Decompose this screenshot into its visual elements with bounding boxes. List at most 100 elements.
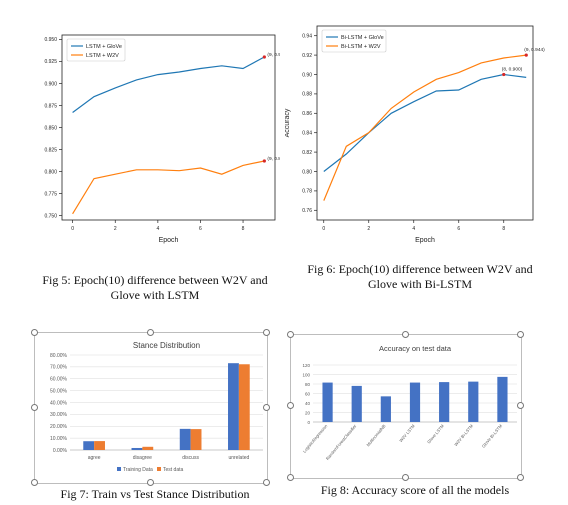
annotation-point [263,55,266,58]
fig5-caption: Fig 5: Epoch(10) difference between W2V … [30,273,280,303]
legend-label: Training Data [123,467,153,473]
y-tick-label: 50.00% [50,388,68,394]
x-tick-label: 0 [71,226,74,232]
y-tick-label: 120 [302,363,310,368]
bar [142,447,153,450]
fig5-caption-line2: Glove with LSTM [30,288,280,303]
category-label: GloVe Bi-LSTM [481,423,504,449]
chart-title: Stance Distribution [133,341,200,350]
x-tick-label: 4 [412,226,415,232]
x-tick-label: 8 [502,226,505,232]
y-tick-label: 0.900 [44,81,57,87]
y-tick-label: 0.850 [44,125,57,131]
y-tick-label: 0.92 [302,53,312,59]
fig5-chart-panel: 0 2 4 6 8 0.750 0.775 0.800 0.825 0.850 0.875 0.900… [40,25,280,265]
annotation-label: (9, 0.94) [267,52,280,58]
category-label: LogisticRegression [302,423,329,454]
y-tick-label: 80.00% [50,353,68,359]
fig8-bar-chart: Accuracy on test data 0 20 40 60 80 100 120 Logi… [291,335,521,478]
y-tick-label: 0.925 [44,59,57,65]
x-tick-label: 4 [156,226,159,232]
legend-swatch [117,467,121,471]
y-tick-label: 0.88 [302,92,312,98]
y-axis-label: Accuracy [285,108,291,137]
bar [352,386,362,422]
y-tick-label: 10.00% [50,436,68,442]
y-tick-label: 30.00% [50,412,68,418]
category-label: W2V Bi-LSTM [453,423,474,447]
fig5-caption-line1: Fig 5: Epoch(10) difference between W2V … [30,273,280,288]
category-label: disagree [133,455,152,461]
bar [94,441,105,450]
bar [132,448,143,450]
x-tick-label: 6 [199,226,202,232]
category-label: MultinomialNB [365,423,386,447]
category-label: W2V LSTM [398,423,416,443]
category-label: RandomForestClassifier [325,423,358,461]
y-tick-label: 0.825 [44,147,57,153]
y-tick-label: 0.80 [302,169,312,175]
bar [180,429,191,450]
y-tick-label: 0.775 [44,191,57,197]
annotation-point [263,159,266,162]
fig8-chart-panel: Accuracy on test data 0 20 40 60 80 100 120 Logi… [291,335,521,478]
y-tick-label: 20 [305,410,311,415]
fig6-caption-line2: Glove with Bi-LSTM [290,277,550,292]
y-tick-label: 0.90 [302,72,312,78]
legend-label: Test data [163,467,184,473]
bar [410,383,420,422]
series-line-2 [73,161,265,214]
fig6-line-chart: 0 2 4 6 8 0.76 0.78 0.80 0.82 0.84 0.86 0.88 0.90 0.9… [285,20,545,255]
fig7-bar-chart: Stance Distribution 0.00% 10.00% 20.00% 30.0… [35,333,267,483]
y-tick-label: 0.950 [44,37,57,43]
plot-frame [62,35,275,220]
fig6-caption: Fig 6: Epoch(10) difference between W2V … [290,262,550,292]
category-label: Glove LSTM [426,423,445,444]
legend-label: LSTM + GloVe [86,44,122,50]
fig8-caption-line1: Fig 8: Accuracy score of all the models [295,483,535,498]
annotation-label: (8, 0.900) [502,67,523,73]
bar [239,364,250,450]
y-tick-label: 100 [302,372,310,377]
bar [322,383,332,422]
y-tick-label: 0.76 [302,208,312,214]
series-line-2 [324,55,526,201]
x-tick-label: 2 [114,226,117,232]
annotation-point [502,73,505,76]
x-axis-label: Epoch [415,237,435,244]
x-tick-label: 6 [457,226,460,232]
fig7-chart-panel: Stance Distribution 0.00% 10.00% 20.00% 30.0… [35,333,267,483]
y-tick-label: 20.00% [50,424,68,430]
category-label: agree [88,455,101,461]
y-tick-label: 0.84 [302,131,312,137]
y-tick-label: 0.82 [302,150,312,156]
x-tick-label: 2 [367,226,370,232]
legend-label: Bi-LSTM + GloVe [341,35,384,41]
x-tick-label: 0 [322,226,325,232]
category-label: discuss [182,455,199,461]
y-tick-label: 60.00% [50,377,68,383]
bar [191,429,202,450]
y-tick-label: 80 [305,382,311,387]
x-tick-label: 8 [242,226,245,232]
y-tick-label: 0.800 [44,169,57,175]
y-tick-label: 0.78 [302,189,312,195]
y-tick-label: 0 [307,420,310,425]
bar [83,441,94,450]
chart-title: Accuracy on test data [379,344,452,353]
fig8-caption: Fig 8: Accuracy score of all the models [295,483,535,498]
fig6-caption-line1: Fig 6: Epoch(10) difference between W2V … [290,262,550,277]
x-axis-label: Epoch [159,237,179,244]
bar [381,396,391,422]
y-tick-label: 0.875 [44,103,57,109]
bar [468,382,478,422]
fig5-line-chart: 0 2 4 6 80.7500.7750.8000.8250.8500.8750.900… [40,25,280,265]
y-tick-label: 0.86 [302,111,312,117]
plot-frame [317,26,533,220]
annotation-label: (9, 0.944) [524,47,545,53]
y-tick-label: 0.00% [53,448,68,454]
series-line-1 [324,75,526,172]
legend-swatch [157,467,161,471]
fig6-chart-panel: 0 2 4 6 8 0.76 0.78 0.80 0.82 0.84 0.86 0.88 0.90 0.9… [285,20,545,255]
y-tick-label: 0.94 [302,34,312,40]
